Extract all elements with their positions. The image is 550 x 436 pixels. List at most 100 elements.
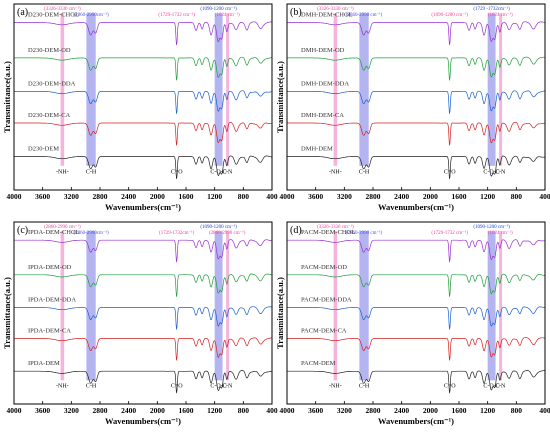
x-tick-label: 1600: [179, 406, 194, 415]
band-0: [333, 231, 338, 381]
plot-frame: [286, 221, 546, 405]
band-tag: C-O-C: [483, 384, 499, 390]
x-tick-label: 4000: [280, 406, 295, 415]
plot-frame: [13, 3, 273, 191]
band-label: (1090-1200 cm⁻¹): [473, 224, 510, 230]
series-label: IPDA-DEM-OD: [28, 264, 72, 271]
series-line: [14, 337, 273, 361]
band-label: (1090-1200 cm⁻¹): [200, 6, 237, 12]
x-tick-label: 400: [266, 406, 278, 415]
band-label: (1024 cm⁻¹): [215, 12, 240, 18]
x-axis-title: Wavenumbers(cm⁻¹): [105, 416, 181, 426]
x-tick-label: 2400: [121, 192, 136, 201]
series-label: PACM-DEM-CA: [301, 327, 347, 334]
series-label: DMH-DEM: [301, 146, 333, 153]
y-axis-title: Transmittance(a.u.): [2, 61, 12, 133]
band-label: (3326-3330 cm⁻¹): [317, 6, 354, 12]
series-line: [14, 273, 273, 297]
band-label: (2860-2990 cm⁻¹): [346, 230, 383, 236]
x-tick-label: 2000: [423, 406, 438, 415]
x-tick-label: 3200: [337, 406, 352, 415]
band-tag: -NH-: [329, 384, 342, 390]
series-line: [14, 56, 273, 81]
band-3: [226, 13, 230, 166]
series-label: DMH-DEM-DDA: [301, 80, 349, 87]
series-line: [287, 121, 546, 146]
x-tick-label: 2800: [93, 192, 108, 201]
series-label: PACM-DEM-DDA: [301, 297, 352, 304]
x-tick-label: 4000: [7, 406, 22, 415]
annotation-range: (1090-1200 cm⁻¹): [431, 12, 468, 18]
series-label: D230-DEM-OD: [28, 47, 71, 54]
band-label: (3326-3330 cm⁻¹): [44, 6, 81, 12]
band-label: (2860-2990 cm⁻¹): [209, 230, 246, 236]
series-line: [287, 56, 545, 81]
band-3: [226, 231, 230, 381]
band-0: [60, 13, 65, 166]
x-tick-label: 1200: [480, 406, 495, 415]
series-line: [287, 306, 546, 330]
band-tag: C-N: [222, 384, 233, 390]
y-axis-title: Transmittance(a.u.): [275, 277, 285, 349]
band-1: [86, 231, 96, 381]
series-label: D230-DEM-DDA: [28, 80, 76, 87]
band-tag: C-O-C: [210, 384, 226, 390]
x-axis-title: Wavenumbers(cm⁻¹): [378, 202, 454, 212]
series-label: DMH-DEM-CHOL: [301, 12, 353, 19]
band-tag: -NH-: [329, 169, 342, 175]
band-1: [359, 231, 369, 381]
x-tick-label: 2800: [366, 192, 381, 201]
series-line: [287, 90, 546, 114]
x-tick-label: 400: [539, 406, 550, 415]
x-tick-label: 1200: [207, 406, 222, 415]
x-tick-label: 2800: [366, 406, 381, 415]
band-tag: C-N: [222, 169, 233, 175]
band-3: [499, 231, 503, 381]
series-label: PACM-DEM-CHOL: [301, 229, 355, 236]
annotation-range: (1729-1732 cm⁻¹): [158, 12, 195, 18]
band-2: [487, 231, 496, 381]
x-tick-label: 1200: [207, 192, 222, 201]
x-tick-label: 2400: [394, 406, 409, 415]
band-3: [499, 13, 503, 166]
series-label: PACM-DEM: [301, 360, 336, 367]
band-1: [86, 13, 96, 166]
x-tick-label: 3200: [64, 406, 79, 415]
panel-c: (2860-2990 cm⁻¹) -NH- (2860-2990cm⁻¹) C-H (1…: [2, 221, 278, 426]
x-tick-label: 4000: [7, 192, 22, 201]
annotation-range: (1729-1732cm⁻¹): [159, 230, 195, 236]
series-line: [14, 21, 272, 46]
x-tick-label: 1600: [179, 192, 194, 201]
series-line: [14, 239, 272, 263]
x-tick-label: 800: [238, 192, 250, 201]
band-0: [333, 13, 338, 166]
band-tag: C-H: [359, 384, 370, 390]
band-2: [214, 231, 223, 381]
x-tick-label: 400: [539, 192, 550, 201]
series-line: [14, 306, 273, 330]
band-2: [214, 13, 223, 166]
panel-d: (3326-3330 cm⁻¹) -NH- (2860-2990 cm⁻¹) C-H (…: [275, 221, 550, 426]
band-label: (2860-2990 cm⁻¹): [346, 12, 383, 18]
band-tag: C-H: [86, 169, 97, 175]
panel-letter: (c): [17, 225, 28, 236]
band-2: [487, 13, 496, 166]
annotation-range: (1729-1732 cm⁻¹): [431, 230, 468, 236]
panel-letter: (d): [290, 225, 302, 236]
series-label: D230-DEM-CHOL: [28, 12, 79, 19]
series-label: IPDA-DEM-CA: [28, 327, 71, 334]
y-axis-title: Transmittance(a.u.): [2, 277, 12, 349]
band-tag: C-H: [86, 384, 97, 390]
panel-a: (3326-3330 cm⁻¹) -NH- (2860-2990cm⁻¹) C-H (1…: [2, 3, 278, 212]
x-tick-label: 2000: [150, 406, 165, 415]
band-label: (1024 cm⁻¹): [488, 230, 513, 236]
band-label: (1729 -1732cm⁻¹): [473, 6, 510, 12]
x-tick-label: 1600: [452, 192, 467, 201]
band-1: [359, 13, 369, 166]
band-tag: C-O-C: [483, 169, 499, 175]
x-tick-label: 3600: [35, 192, 50, 201]
x-tick-label: 2000: [423, 192, 438, 201]
panel-letter: (a): [17, 7, 28, 18]
series-line: [287, 155, 545, 180]
series-line: [14, 370, 273, 394]
